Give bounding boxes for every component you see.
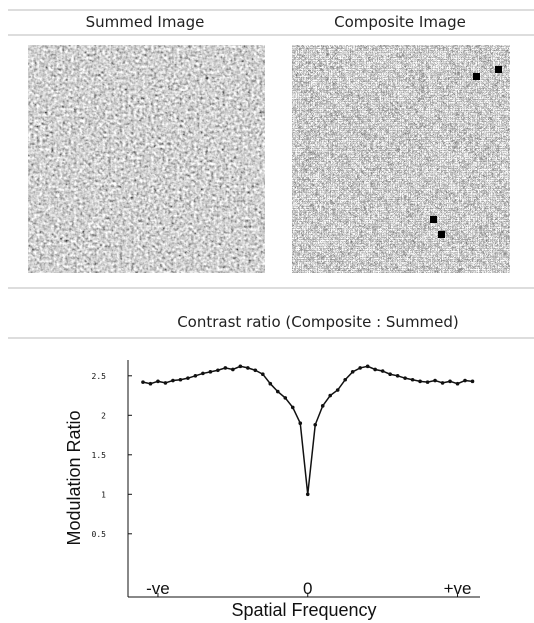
data-point [186,376,190,380]
data-point [343,377,347,382]
data-point [141,380,145,384]
header-left: Summed Image [86,13,205,31]
y-tick-label: 1.5 [92,451,107,460]
data-point [163,381,168,385]
data-point [148,381,153,386]
data-point [455,381,460,386]
data-point [425,380,430,384]
data-point [178,377,183,382]
data-point [313,422,318,427]
data-point [463,378,467,383]
data-point [448,379,452,384]
data-point [253,368,258,373]
data-point [350,370,355,374]
data-point [216,368,220,373]
data-point [193,374,198,378]
data-point [305,492,310,497]
data-point [433,378,437,383]
data-point [358,366,362,370]
data-point [328,393,333,398]
data-point [290,405,295,410]
x-tick-label: -ve [146,579,170,598]
data-point [223,366,228,370]
data-point [395,374,400,378]
marker-square [473,73,480,80]
data-point [208,370,213,374]
data-point [261,372,265,377]
y-tick-label: 1 [101,490,106,499]
data-point [418,379,422,384]
data-point [238,364,243,369]
data-point [388,372,392,377]
data-point [171,378,175,383]
y-tick-label: 0.5 [92,530,107,539]
y-tick-label: 2 [101,411,106,420]
data-point [403,376,407,380]
data-point [283,396,288,400]
data-point [201,371,205,376]
data-point [410,377,415,382]
marker-square [495,66,502,73]
x-tick-label: 0 [303,579,312,598]
summed-image [28,45,265,273]
data-point [275,389,280,394]
y-axis-label: Modulation Ratio [64,410,84,545]
data-point [335,388,340,392]
data-point [268,381,273,386]
data-point [380,369,385,373]
header-right: Composite Image [334,13,466,31]
data-point [470,379,475,384]
data-point [440,381,445,385]
caption: Contrast ratio (Composite : Summed) [177,313,459,331]
marker-square [430,216,437,223]
x-tick-label: +ve [444,579,472,598]
marker-square [438,231,445,238]
data-point [365,364,370,369]
data-point [373,367,377,372]
y-tick-label: 2.5 [92,372,107,381]
data-point [156,379,160,384]
data-point [246,366,250,370]
x-axis-label: Spatial Frequency [231,600,376,620]
data-point [320,404,325,408]
data-line [142,365,473,495]
data-point [231,367,235,372]
data-point [298,421,303,426]
composite-image [292,45,510,273]
